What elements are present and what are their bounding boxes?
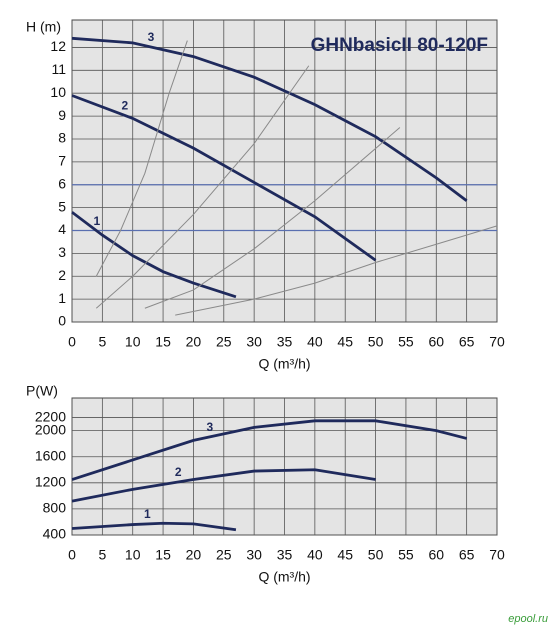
curve [71,94,377,262]
y-tick-label: 11 [51,61,66,77]
x-tick-label: 60 [428,334,444,350]
curve [144,127,401,309]
x-tick-label: 65 [459,547,475,563]
x-tick-label: 50 [368,547,384,563]
y-tick-label: 10 [50,84,66,100]
y-tick-label: 0 [58,313,66,329]
curve [71,521,237,532]
x-tick-label: 35 [277,334,293,350]
y-tick-label: 12 [50,38,66,54]
y-tick-label: 2000 [35,421,66,437]
x-tick-label: 65 [459,334,475,350]
x-tick-label: 0 [68,334,76,350]
x-tick-label: 15 [155,334,171,350]
y-tick-label: 2200 [35,408,66,424]
y-tick-label: 7 [58,153,66,169]
x-tick-label: 40 [307,334,323,350]
curve [71,419,467,481]
x-tick-label: 70 [489,547,505,563]
x-tick-label: 5 [98,547,106,563]
curve [71,468,376,503]
x-tick-label: 55 [398,334,414,350]
y-tick-label: 3 [58,244,66,260]
curve-label: 1 [94,214,101,228]
curve [95,65,310,309]
x-tick-label: 55 [398,547,414,563]
curve [175,225,498,316]
x-tick-label: 10 [125,334,141,350]
y-tick-label: 2 [58,267,66,283]
curve-label: 1 [144,507,151,521]
y-tick-label: 1600 [35,447,66,463]
logo: epool.ru [508,613,548,625]
x-tick-label: 40 [307,547,323,563]
y-tick-label: 9 [58,107,66,123]
x-tick-label: 35 [277,547,293,563]
x-tick-label: 5 [98,334,106,350]
y-tick-label: 1200 [35,474,66,490]
x-tick-label: 45 [337,334,353,350]
y-axis-label: H (m) [26,19,61,35]
y-tick-label: 4 [58,221,66,237]
y-tick-label: 400 [43,526,67,542]
chart-title: GHNbasicII 80-120F [311,35,488,56]
x-tick-label: 25 [216,547,232,563]
x-tick-label: 0 [68,547,76,563]
x-tick-label: 30 [246,334,262,350]
x-axis-label: Q (m³/h) [258,356,310,372]
x-tick-label: 20 [186,334,202,350]
curve-label: 2 [175,465,182,479]
x-tick-label: 45 [337,547,353,563]
x-tick-label: 20 [186,547,202,563]
y-tick-label: 800 [43,500,67,516]
x-tick-label: 15 [155,547,171,563]
y-tick-label: 6 [58,175,66,191]
curve-label: 2 [121,99,128,113]
y-tick-label: 5 [58,198,66,214]
curve-label: 3 [206,420,213,434]
curve [95,40,188,277]
y-axis-label: P(W) [26,383,58,399]
x-tick-label: 25 [216,334,232,350]
x-tick-label: 10 [125,547,141,563]
x-axis-label: Q (m³/h) [258,569,310,585]
y-tick-label: 1 [58,290,66,306]
y-tick-label: 8 [58,130,66,146]
x-tick-label: 50 [368,334,384,350]
x-tick-label: 70 [489,334,505,350]
x-tick-label: 30 [246,547,262,563]
curve-label: 3 [148,30,155,44]
x-tick-label: 60 [428,547,444,563]
curve [71,36,468,202]
